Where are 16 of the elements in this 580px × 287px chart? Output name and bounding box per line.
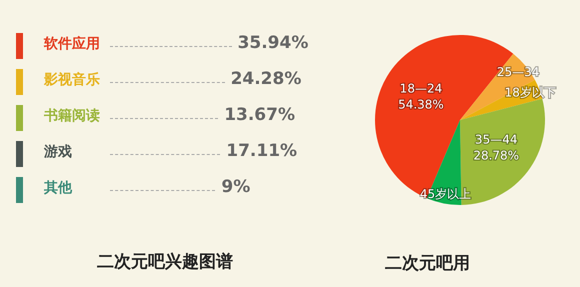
data-label: 9% [221, 177, 250, 197]
data-label: 24.28% [230, 69, 302, 89]
text: 二次元吧兴趣图谱 [96, 251, 234, 273]
data-label: 13.67% [224, 105, 295, 125]
text: 二次元吧用 [385, 254, 470, 274]
data-label: 28.78% [473, 148, 520, 163]
data-label: 35.94% [238, 33, 308, 53]
slice-label: 18—24 [400, 82, 442, 96]
data-label: 54.38% [398, 98, 444, 112]
category-label: 软件应用 [44, 35, 100, 53]
category-label: 其他 [44, 179, 72, 197]
data-label: 17.11% [226, 141, 298, 161]
category-label: 影视音乐 [44, 71, 100, 89]
slice-label: 35—44 [474, 132, 518, 147]
category-label: 书籍阅读 [44, 107, 100, 125]
category-label: 游戏 [44, 143, 72, 161]
